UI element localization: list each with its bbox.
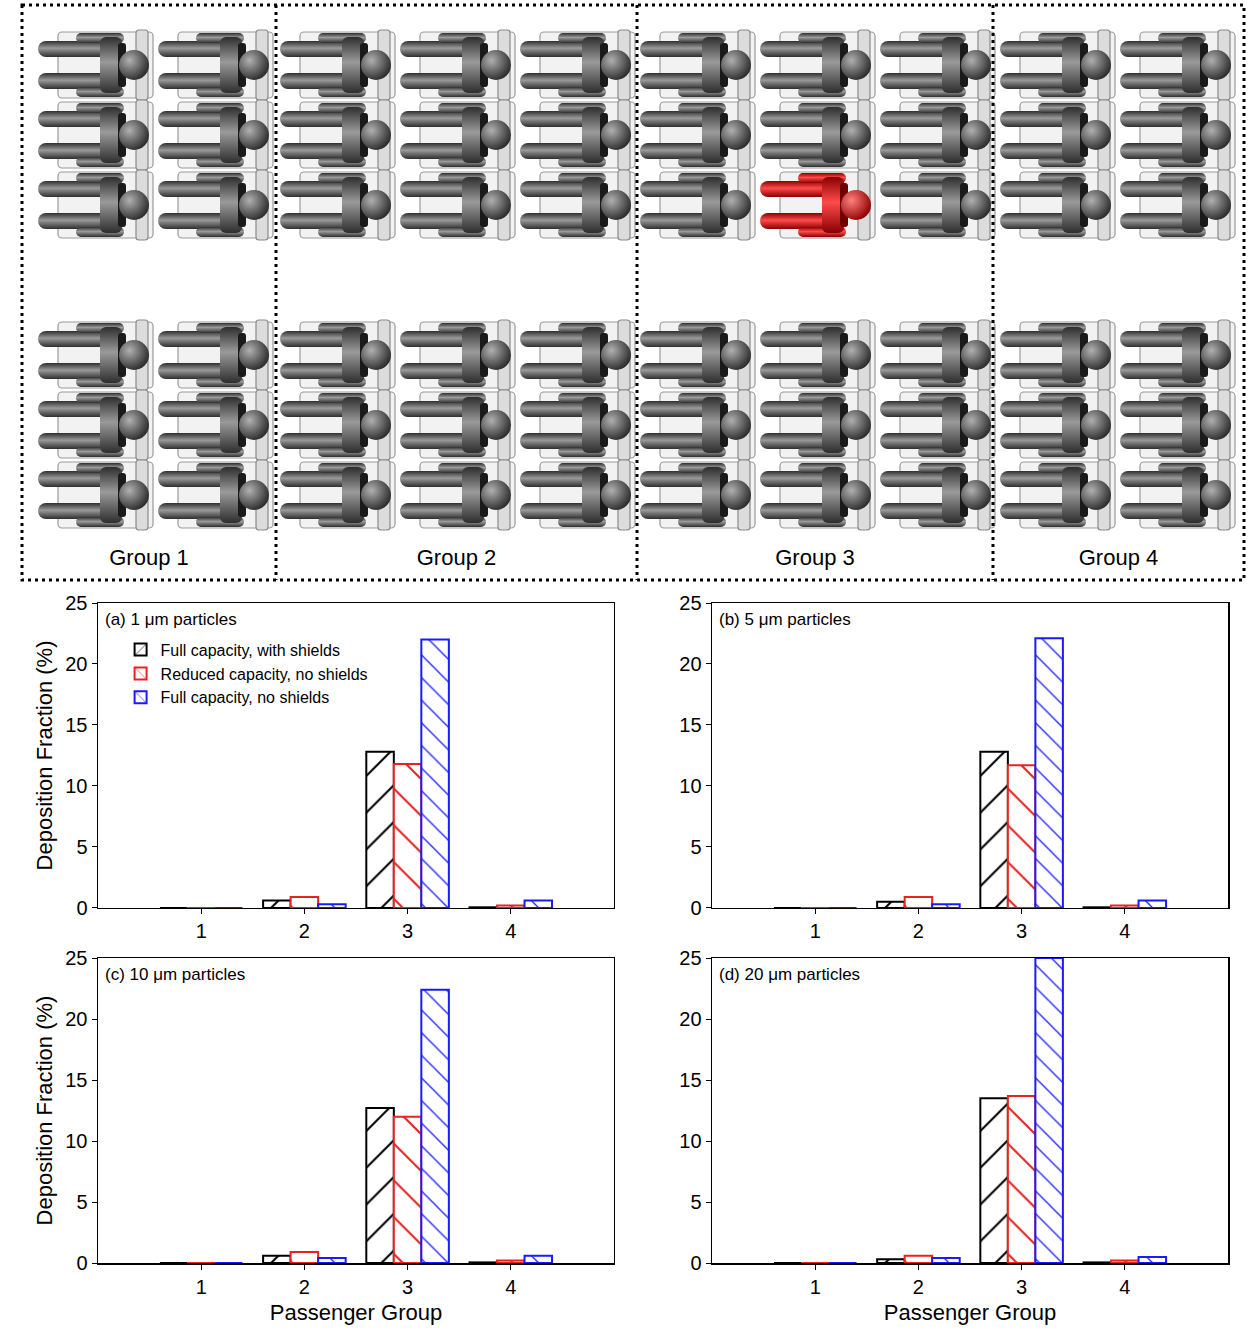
svg-text:3: 3 [402,920,413,942]
svg-text:15: 15 [679,1069,701,1091]
svg-text:Passenger Group: Passenger Group [884,1300,1056,1325]
svg-text:Deposition Fraction (%): Deposition Fraction (%) [32,996,57,1226]
svg-text:Deposition Fraction (%): Deposition Fraction (%) [32,641,57,871]
svg-text:4: 4 [505,1276,516,1298]
svg-text:25: 25 [65,947,87,969]
svg-text:2: 2 [913,920,924,942]
svg-text:Passenger Group: Passenger Group [270,1300,442,1325]
svg-text:20: 20 [65,653,87,675]
svg-text:(b) 5 μm particles: (b) 5 μm particles [719,610,851,629]
svg-text:15: 15 [65,714,87,736]
svg-text:Group 1: Group 1 [109,545,189,570]
svg-text:10: 10 [679,775,701,797]
svg-text:3: 3 [1016,1276,1027,1298]
svg-text:Group 3: Group 3 [775,545,855,570]
svg-text:20: 20 [65,1008,87,1030]
svg-text:(d) 20 μm particles: (d) 20 μm particles [719,965,860,984]
svg-text:1: 1 [810,920,821,942]
svg-text:10: 10 [65,1130,87,1152]
svg-text:5: 5 [76,1191,87,1213]
svg-text:5: 5 [690,1191,701,1213]
svg-text:1: 1 [196,1276,207,1298]
svg-text:5: 5 [76,836,87,858]
svg-text:0: 0 [690,1252,701,1274]
svg-text:25: 25 [65,592,87,614]
svg-text:0: 0 [76,897,87,919]
svg-text:25: 25 [679,592,701,614]
svg-text:4: 4 [505,920,516,942]
svg-text:1: 1 [810,1276,821,1298]
svg-text:4: 4 [1119,920,1130,942]
svg-text:3: 3 [402,1276,413,1298]
svg-text:Group 4: Group 4 [1079,545,1159,570]
svg-text:3: 3 [1016,920,1027,942]
svg-text:Reduced capacity, no shields: Reduced capacity, no shields [161,666,368,683]
svg-text:25: 25 [679,947,701,969]
svg-text:Full capacity, no shields: Full capacity, no shields [161,689,330,706]
svg-text:0: 0 [76,1252,87,1274]
svg-text:Group 2: Group 2 [417,545,497,570]
svg-text:15: 15 [65,1069,87,1091]
svg-text:2: 2 [299,920,310,942]
svg-text:0: 0 [690,897,701,919]
svg-text:20: 20 [679,653,701,675]
svg-text:10: 10 [679,1130,701,1152]
svg-text:Full capacity, with shields: Full capacity, with shields [161,642,340,659]
svg-text:10: 10 [65,775,87,797]
svg-text:(c) 10 μm particles: (c) 10 μm particles [105,965,245,984]
svg-text:2: 2 [913,1276,924,1298]
svg-text:1: 1 [196,920,207,942]
svg-text:20: 20 [679,1008,701,1030]
svg-text:4: 4 [1119,1276,1130,1298]
svg-text:(a) 1 μm particles: (a) 1 μm particles [105,610,237,629]
svg-text:5: 5 [690,836,701,858]
svg-text:15: 15 [679,714,701,736]
svg-text:2: 2 [299,1276,310,1298]
